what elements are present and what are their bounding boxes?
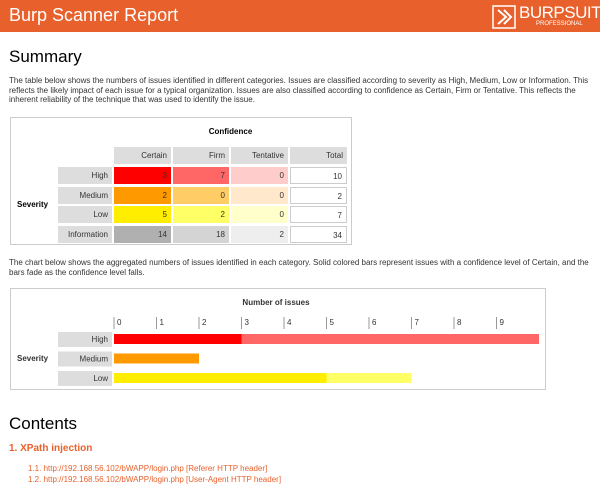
- y-axis-label: Severity: [17, 354, 49, 363]
- column-header: Firm: [173, 147, 229, 164]
- x-tick-label: 3: [245, 318, 250, 327]
- bar: [326, 373, 412, 383]
- row-header-box: [58, 351, 112, 367]
- row-header: Low: [58, 206, 112, 223]
- x-tick-label: 1: [160, 318, 165, 327]
- logo-edition: PROFESSIONAL: [536, 21, 583, 27]
- table-cell: 0: [231, 167, 288, 184]
- x-tick-label: 9: [500, 318, 505, 327]
- column-header: Certain: [114, 147, 171, 164]
- issue-title: 1. XPath injection: [9, 443, 93, 454]
- summary-table: Confidence Severity Certain Firm Tentative…: [10, 117, 352, 245]
- bar: [114, 353, 199, 364]
- y-tick-label: Low: [93, 374, 108, 383]
- chart: Number of issues Severity 0 1 2 3 4 5 6 7 8 9 High…: [17, 298, 539, 386]
- table-cell: 0: [231, 186, 288, 204]
- table-cell: 0: [231, 206, 288, 223]
- table-cell: 7: [173, 167, 229, 184]
- x-tick-label: 5: [330, 318, 335, 327]
- chart-title: Number of issues: [242, 298, 310, 307]
- contents-list: 1. XPath injection 1.1. http://192.168.56…: [9, 443, 589, 484]
- table-cell: 14: [114, 225, 171, 243]
- table-cell: 2: [231, 225, 288, 243]
- contents-heading: Contents: [9, 414, 78, 433]
- row-header: Medium: [58, 186, 112, 204]
- y-tick-label: High: [92, 335, 108, 344]
- bar: [241, 334, 539, 344]
- table-cell: 0: [173, 186, 229, 204]
- summary-intro: The table below shows the numbers of iss…: [9, 76, 589, 104]
- logo-icon: [492, 5, 516, 29]
- table-cell: 2: [173, 206, 229, 223]
- table-cell: 18: [173, 225, 229, 243]
- chart-intro: The chart below shows the aggregated num…: [9, 258, 589, 277]
- x-tick-label: 4: [287, 318, 292, 327]
- logo-brand: BURPSUITE: [519, 3, 600, 22]
- row-header-box: [58, 332, 112, 347]
- table-cell: 7: [290, 206, 347, 223]
- column-header: Tentative: [231, 147, 288, 164]
- table-row-group-label: Severity: [17, 200, 49, 209]
- table-cell: 34: [290, 225, 347, 243]
- chart-box: Number of issues Severity 0 1 2 3 4 5 6 7 8 9 High…: [10, 288, 546, 390]
- table-group-label: Confidence: [208, 127, 253, 136]
- x-tick-label: 0: [117, 318, 122, 327]
- bar: [114, 334, 242, 344]
- bar: [114, 373, 327, 383]
- x-tick-label: 7: [415, 318, 420, 327]
- x-tick-label: 6: [372, 318, 377, 327]
- table-cell: 2: [114, 186, 171, 204]
- row-header-box: [58, 371, 112, 386]
- summary-heading: Summary: [9, 47, 82, 66]
- column-header: Total: [290, 147, 347, 164]
- table-cell: 10: [290, 167, 347, 184]
- row-header: High: [58, 167, 112, 184]
- x-tick-label: 2: [202, 318, 207, 327]
- row-header: Information: [58, 225, 112, 243]
- issue-link[interactable]: 1.2. http://192.168.56.102/bWAPP/login.p…: [28, 475, 282, 484]
- report-title: Burp Scanner Report: [9, 5, 179, 25]
- y-tick-label: Medium: [80, 355, 109, 364]
- table-cell: 2: [290, 186, 347, 204]
- issue-link[interactable]: 1.1. http://192.168.56.102/bWAPP/login.p…: [28, 464, 268, 473]
- x-tick-label: 8: [457, 318, 462, 327]
- table-cell: 5: [114, 206, 171, 223]
- header-bar: Burp Scanner Report BURPSUITE PROFESSION…: [0, 0, 600, 32]
- table-cell: 3: [114, 167, 171, 184]
